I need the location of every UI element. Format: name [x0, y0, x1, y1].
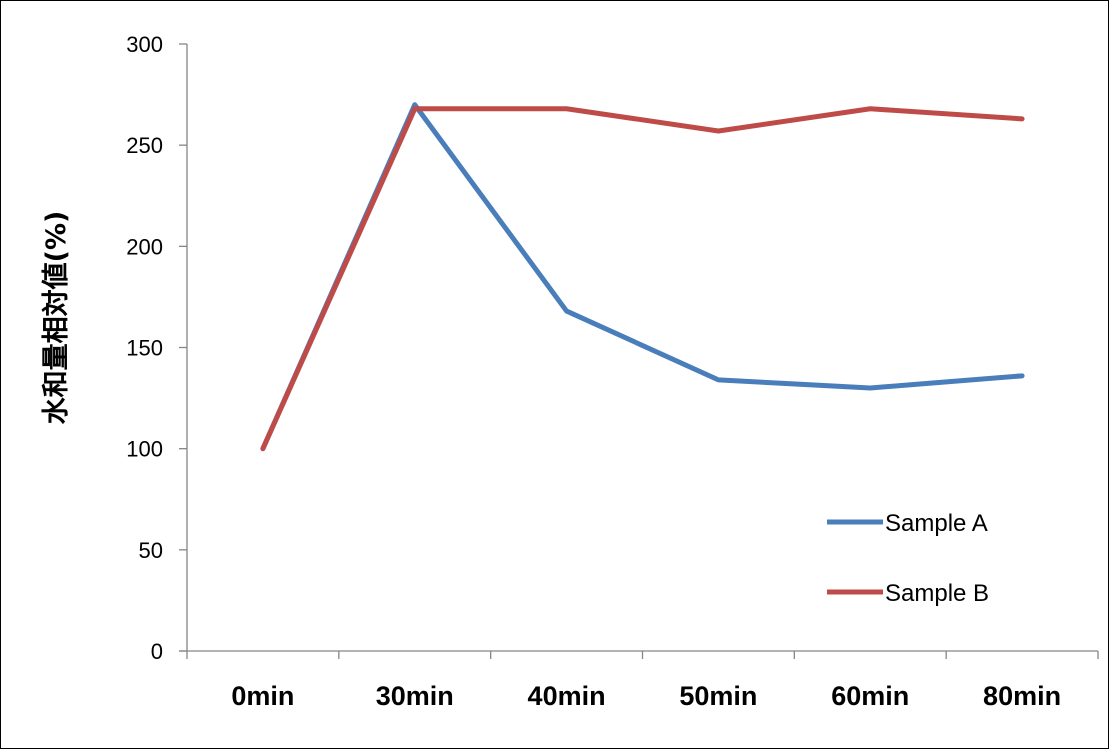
x-tick-label: 80min [983, 681, 1061, 711]
legend: Sample A Sample B [827, 510, 989, 607]
series-lines [263, 105, 1022, 449]
series-line-sample-a [263, 105, 1022, 449]
x-tick-labels: 0min 30min 40min 50min 60min 80min [231, 681, 1061, 711]
y-tick-label: 100 [126, 437, 163, 462]
y-tick-label: 250 [126, 133, 163, 158]
x-tick-label: 60min [831, 681, 909, 711]
axes [179, 44, 1098, 659]
y-tick-label: 150 [126, 336, 163, 361]
legend-label: Sample B [885, 580, 989, 607]
legend-label: Sample A [885, 510, 988, 537]
series-line-sample-b [263, 109, 1022, 449]
x-tick-label: 40min [528, 681, 606, 711]
y-tick-label: 300 [126, 32, 163, 57]
y-tick-label: 0 [151, 639, 163, 664]
y-axis-label: 水和量相対値(%) [41, 211, 72, 425]
y-tick-label: 50 [139, 538, 163, 563]
y-tick-labels: 0 50 100 150 200 250 300 [126, 32, 163, 664]
x-tick-label: 0min [231, 681, 294, 711]
y-tick-label: 200 [126, 234, 163, 259]
x-tick-label: 50min [679, 681, 757, 711]
x-tick-label: 30min [376, 681, 454, 711]
